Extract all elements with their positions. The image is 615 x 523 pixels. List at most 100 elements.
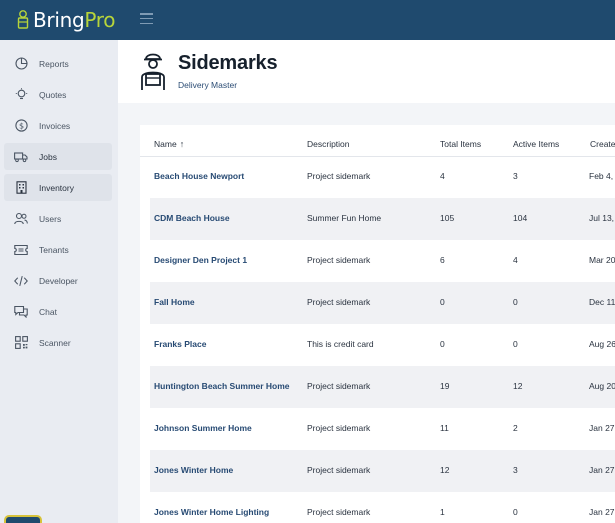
sidebar-item-label: Jobs [39, 151, 57, 162]
sidemarks-table: Name ↑ Description Total Items Active Ite… [140, 125, 615, 523]
sidemark-description: Project sidemark [307, 381, 371, 391]
created-date: Jan 27, [589, 465, 615, 475]
sidemark-name-link[interactable]: Huntington Beach Summer Home [154, 381, 290, 391]
code-icon [14, 274, 28, 288]
table-row[interactable]: Jones Winter Home Project sidemark 12 3 … [150, 450, 615, 492]
ticket-icon [14, 243, 28, 257]
truck-icon [14, 150, 28, 164]
sidebar-item-label: Inventory [39, 182, 74, 193]
users-icon [14, 212, 28, 226]
total-items-value: 0 [440, 297, 445, 307]
dollar-icon: $ [14, 119, 28, 133]
sidebar-item-chat[interactable]: Chat [4, 298, 112, 325]
sidebar-item-reports[interactable]: Reports [4, 50, 112, 77]
sidebar-item-invoices[interactable]: $ Invoices [4, 112, 112, 139]
page-subtitle[interactable]: Delivery Master [178, 80, 238, 90]
sidebar-item-users[interactable]: Users [4, 205, 112, 232]
sidebar-item-tenants[interactable]: Tenants [4, 236, 112, 263]
lightbulb-icon [14, 88, 28, 102]
total-items-value: 12 [440, 465, 450, 475]
active-items-value: 0 [513, 339, 518, 349]
table-row[interactable]: Johnson Summer Home Project sidemark 11 … [150, 408, 615, 450]
sidebar-item-label: Developer [39, 275, 78, 286]
sidebar-item-developer[interactable]: Developer [4, 267, 112, 294]
active-items-value: 4 [513, 255, 518, 265]
sidemark-description: Project sidemark [307, 465, 371, 475]
sidemark-name-link[interactable]: CDM Beach House [154, 213, 230, 223]
menu-toggle-icon[interactable] [140, 12, 153, 25]
created-date: Mar 20 [589, 255, 615, 265]
sidebar-item-label: Chat [39, 306, 57, 317]
sort-ascending-icon[interactable]: ↑ [179, 139, 185, 149]
sidemark-description: Project sidemark [307, 255, 371, 265]
total-items-value: 19 [440, 381, 450, 391]
table-row[interactable]: CDM Beach House Summer Fun Home 105 104 … [150, 198, 615, 240]
created-date: Aug 26 [589, 339, 615, 349]
sidebar: Reports Quotes $ Invoices Jobs Inventory… [0, 40, 118, 523]
main-content: Sidemarks Delivery Master Name ↑ Descript… [118, 40, 615, 523]
created-date: Aug 20 [589, 381, 615, 391]
total-items-value: 4 [440, 171, 445, 181]
sidebar-item-label: Reports [39, 58, 69, 69]
total-items-value: 6 [440, 255, 445, 265]
table-row[interactable]: Designer Den Project 1 Project sidemark … [150, 240, 615, 282]
active-items-value: 3 [513, 465, 518, 475]
sidemark-description: Project sidemark [307, 423, 371, 433]
top-bar: BringPro [0, 0, 615, 40]
delivery-worker-icon [141, 53, 165, 90]
reports-icon [14, 57, 28, 71]
bringpro-logo-icon [17, 10, 29, 29]
column-header-name[interactable]: Name ↑ [154, 139, 185, 149]
sidemark-name-link[interactable]: Franks Place [154, 339, 207, 349]
chat-icon [14, 305, 28, 319]
created-date: Feb 4, [589, 171, 614, 181]
active-items-value: 3 [513, 171, 518, 181]
total-items-value: 11 [440, 423, 449, 433]
column-header-created[interactable]: Create [590, 139, 615, 149]
sidemark-description: Summer Fun Home [307, 213, 382, 223]
active-items-value: 12 [513, 381, 523, 391]
building-icon [14, 181, 28, 195]
active-items-value: 2 [513, 423, 518, 433]
sidebar-item-jobs[interactable]: Jobs [4, 143, 112, 170]
qr-icon [14, 336, 28, 350]
table-row[interactable]: Franks Place This is credit card 0 0 Aug… [150, 324, 615, 366]
page-title: Sidemarks [178, 52, 278, 74]
column-header-total-items[interactable]: Total Items [440, 139, 482, 149]
active-items-value: 0 [513, 297, 518, 307]
created-date: Jan 27, [589, 507, 615, 517]
column-header-active-items[interactable]: Active Items [513, 139, 560, 149]
sidebar-item-inventory[interactable]: Inventory [4, 174, 112, 201]
sidebar-item-scanner[interactable]: Scanner [4, 329, 112, 356]
sidebar-item-label: Quotes [39, 89, 67, 100]
sidemark-description: Project sidemark [307, 507, 371, 517]
total-items-value: 1 [440, 507, 445, 517]
column-header-description[interactable]: Description [307, 139, 350, 149]
svg-text:$: $ [18, 121, 23, 130]
sidemark-name-link[interactable]: Jones Winter Home Lighting [154, 507, 270, 517]
sidemark-description: Project sidemark [307, 297, 371, 307]
created-date: Jul 13, 2 [589, 213, 615, 223]
sidemark-name-link[interactable]: Johnson Summer Home [154, 423, 252, 433]
sidemark-name-link[interactable]: Jones Winter Home [154, 465, 234, 475]
bottom-brand-badge[interactable] [4, 515, 42, 523]
table-row[interactable]: Jones Winter Home Lighting Project sidem… [150, 492, 615, 523]
total-items-value: 0 [440, 339, 445, 349]
sidebar-item-label: Users [39, 213, 62, 224]
table-row[interactable]: Beach House Newport Project sidemark 4 3… [150, 156, 615, 198]
sidemark-name-link[interactable]: Designer Den Project 1 [154, 255, 248, 265]
sidebar-item-label: Invoices [39, 120, 71, 131]
table-row[interactable]: Huntington Beach Summer Home Project sid… [150, 366, 615, 408]
sidemark-name-link[interactable]: Beach House Newport [154, 171, 245, 181]
sidebar-item-quotes[interactable]: Quotes [4, 81, 112, 108]
active-items-value: 104 [513, 213, 528, 223]
created-date: Jan 27, [589, 423, 615, 433]
table-row[interactable]: Fall Home Project sidemark 0 0 Dec 11, [150, 282, 615, 324]
sidemark-name-link[interactable]: Fall Home [154, 297, 195, 307]
sidebar-item-label: Tenants [39, 244, 69, 255]
total-items-value: 105 [440, 213, 455, 223]
sidemark-description: This is credit card [307, 339, 374, 349]
brand-logo[interactable]: BringPro [16, 0, 116, 40]
sidebar-item-label: Scanner [39, 337, 71, 348]
sidemark-description: Project sidemark [307, 171, 371, 181]
